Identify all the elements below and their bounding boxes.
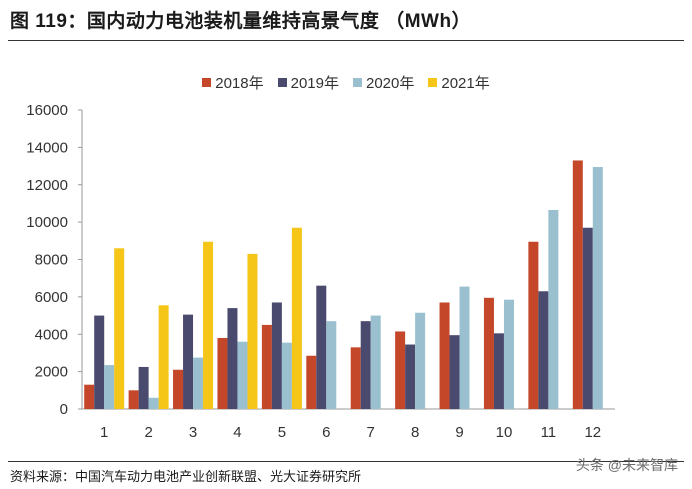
bar-2021年-4 — [247, 253, 258, 409]
bar-2020年-6 — [326, 321, 337, 409]
bar-2019年-8 — [405, 344, 416, 409]
bar-2018年-10 — [483, 297, 494, 409]
chart-legend: 2018年 2019年 2020年 2021年 — [0, 72, 692, 93]
bar-2021年-2 — [158, 305, 169, 409]
bar-2018年-8 — [395, 331, 406, 409]
source-note: 资料来源：中国汽车动力电池产业创新联盟、光大证券研究所 — [10, 469, 362, 484]
source-divider — [8, 461, 684, 462]
y-tick-label: 16000 — [26, 102, 68, 119]
legend-label-2021: 2021年 — [441, 75, 490, 92]
bar-2021年-1 — [114, 248, 125, 409]
y-tick-label: 6000 — [35, 289, 68, 306]
y-tick-label: 4000 — [35, 326, 68, 343]
bar-2019年-6 — [316, 285, 327, 409]
bar-2018年-6 — [306, 355, 317, 409]
bar-2019年-9 — [449, 335, 460, 409]
legend-label-2018: 2018年 — [215, 75, 264, 92]
bar-2018年-4 — [217, 337, 228, 409]
title-divider — [8, 40, 684, 41]
legend-item-2018: 2018年 — [202, 72, 264, 93]
bar-2020年-9 — [459, 286, 470, 409]
bar-2021年-3 — [203, 241, 214, 409]
figure-title: 图 119：国内动力电池装机量维持高景气度 （MWh） — [10, 11, 472, 32]
y-tick-label: 10000 — [26, 214, 68, 231]
bar-2018年-12 — [572, 160, 583, 409]
bar-2018年-5 — [261, 324, 272, 409]
bar-2019年-11 — [538, 291, 549, 409]
x-tick-label: 7 — [367, 424, 375, 441]
bar-2019年-7 — [360, 321, 371, 409]
bar-2020年-10 — [503, 299, 514, 409]
y-tick-label: 14000 — [26, 139, 68, 156]
bar-2018年-3 — [173, 369, 184, 409]
bar-2019年-2 — [138, 366, 149, 409]
bar-2020年-4 — [237, 341, 248, 409]
x-tick-label: 3 — [189, 424, 197, 441]
y-tick-label: 2000 — [35, 364, 68, 381]
bar-2019年-4 — [227, 308, 238, 409]
legend-item-2021: 2021年 — [428, 72, 490, 93]
watermark: 头条 @未来智库 — [575, 457, 678, 473]
legend-item-2019: 2019年 — [277, 72, 339, 93]
bar-2020年-11 — [548, 209, 559, 409]
x-tick-label: 12 — [584, 424, 601, 441]
bar-2018年-2 — [128, 390, 139, 409]
bar-2020年-5 — [281, 342, 292, 409]
x-tick-label: 2 — [144, 424, 152, 441]
legend-item-2020: 2020年 — [353, 72, 414, 93]
bar-2019年-5 — [271, 302, 282, 409]
bar-2020年-2 — [148, 397, 159, 409]
x-tick-label: 11 — [541, 424, 557, 441]
bar-2018年-7 — [350, 347, 361, 409]
legend-label-2019: 2019年 — [290, 75, 339, 92]
bar-2020年-3 — [193, 357, 204, 409]
bar-2019年-3 — [183, 314, 194, 409]
bar-2020年-7 — [370, 315, 381, 409]
legend-swatch-2019 — [277, 78, 287, 87]
x-tick-label: 4 — [233, 424, 241, 441]
x-tick-label: 9 — [455, 424, 463, 441]
x-tick-label: 10 — [496, 424, 513, 441]
x-tick-label: 1 — [100, 424, 108, 441]
bar-2020年-8 — [415, 312, 426, 409]
bar-2019年-1 — [94, 315, 105, 409]
bar-2018年-11 — [528, 241, 539, 409]
bar-2021年-5 — [291, 227, 302, 409]
legend-swatch-2020 — [353, 78, 362, 87]
y-tick-label: 12000 — [26, 177, 68, 194]
legend-label-2020: 2020年 — [366, 75, 415, 92]
y-tick-label: 8000 — [35, 252, 68, 269]
bar-2018年-9 — [439, 302, 450, 409]
legend-swatch-2018 — [202, 78, 212, 87]
y-tick-label: 0 — [60, 401, 68, 418]
x-tick-label: 8 — [411, 424, 419, 441]
bar-2020年-12 — [592, 166, 603, 409]
bar-2019年-12 — [582, 227, 593, 409]
legend-swatch-2021 — [428, 78, 438, 87]
bar-2020年-1 — [104, 365, 115, 409]
x-tick-label: 5 — [278, 424, 286, 441]
bar-2019年-10 — [493, 333, 504, 409]
bar-2018年-1 — [84, 384, 95, 409]
x-tick-label: 6 — [322, 424, 330, 441]
